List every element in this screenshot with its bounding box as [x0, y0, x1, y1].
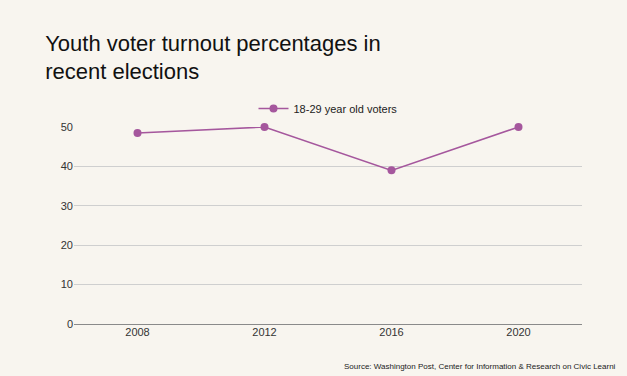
- svg-text:2016: 2016: [379, 326, 403, 338]
- svg-text:Youth voter turnout percentage: Youth voter turnout percentages inrecent…: [45, 31, 381, 85]
- svg-text:2020: 2020: [506, 326, 530, 338]
- svg-text:2012: 2012: [252, 326, 276, 338]
- svg-text:20: 20: [61, 239, 73, 251]
- svg-text:10: 10: [61, 278, 73, 290]
- svg-text:30: 30: [61, 200, 73, 212]
- svg-text:40: 40: [61, 160, 73, 172]
- svg-text:50: 50: [61, 121, 73, 133]
- svg-text:Source: Washington Post, Cente: Source: Washington Post, Center for Info…: [344, 362, 616, 371]
- svg-text:0: 0: [67, 318, 73, 330]
- svg-text:18-29 year old voters: 18-29 year old voters: [294, 103, 398, 115]
- svg-text:2008: 2008: [125, 326, 149, 338]
